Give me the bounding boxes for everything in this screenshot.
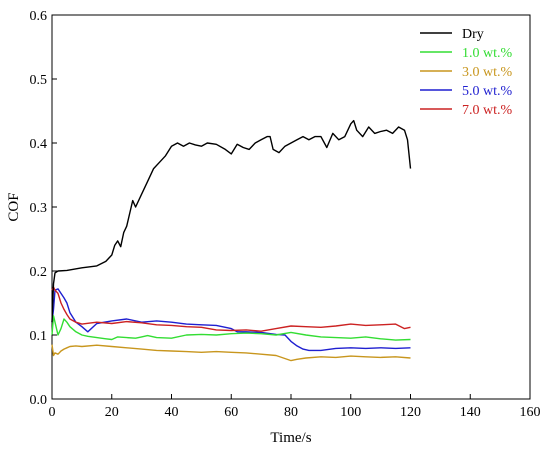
series-line-5-0-wt bbox=[51, 288, 411, 352]
x-tick-label: 120 bbox=[400, 405, 421, 420]
x-tick-label: 80 bbox=[284, 405, 298, 420]
x-tick-label: 140 bbox=[460, 405, 481, 420]
y-tick-label: 0.0 bbox=[30, 393, 48, 408]
x-tick-label: 20 bbox=[105, 405, 119, 420]
y-axis-ticks: 0.0 0.1 0.2 0.3 0.4 0.5 0.6 bbox=[30, 9, 57, 408]
legend: Dry 1.0 wt.% 3.0 wt.% 5.0 wt.% 7.0 wt.% bbox=[420, 27, 513, 118]
legend-label: 5.0 wt.% bbox=[462, 84, 513, 99]
series-line-7-0-wt bbox=[51, 286, 411, 332]
legend-label: 7.0 wt.% bbox=[462, 103, 513, 118]
y-tick-label: 0.2 bbox=[30, 265, 48, 280]
x-tick-label: 100 bbox=[340, 405, 361, 420]
series-layer bbox=[51, 119, 412, 362]
series-line-3-0-wt bbox=[51, 344, 411, 362]
y-tick-label: 0.1 bbox=[30, 329, 48, 344]
y-tick-label: 0.3 bbox=[30, 201, 48, 216]
x-axis-title: Time/s bbox=[270, 430, 311, 446]
series-line-1-0-wt bbox=[51, 315, 411, 341]
y-tick-label: 0.4 bbox=[30, 137, 48, 152]
legend-label: 3.0 wt.% bbox=[462, 65, 513, 80]
y-tick-label: 0.5 bbox=[30, 73, 48, 88]
y-tick-label: 0.6 bbox=[30, 9, 48, 24]
series-line-dry bbox=[51, 119, 412, 323]
legend-label: 1.0 wt.% bbox=[462, 46, 513, 61]
x-tick-label: 160 bbox=[520, 405, 541, 420]
legend-label: Dry bbox=[462, 27, 484, 42]
x-tick-label: 60 bbox=[224, 405, 238, 420]
y-axis-title: COF bbox=[6, 192, 22, 221]
x-tick-label: 40 bbox=[165, 405, 179, 420]
x-tick-label: 0 bbox=[49, 405, 56, 420]
x-axis-ticks: 0 20 40 60 80 100 120 140 160 bbox=[49, 394, 541, 420]
